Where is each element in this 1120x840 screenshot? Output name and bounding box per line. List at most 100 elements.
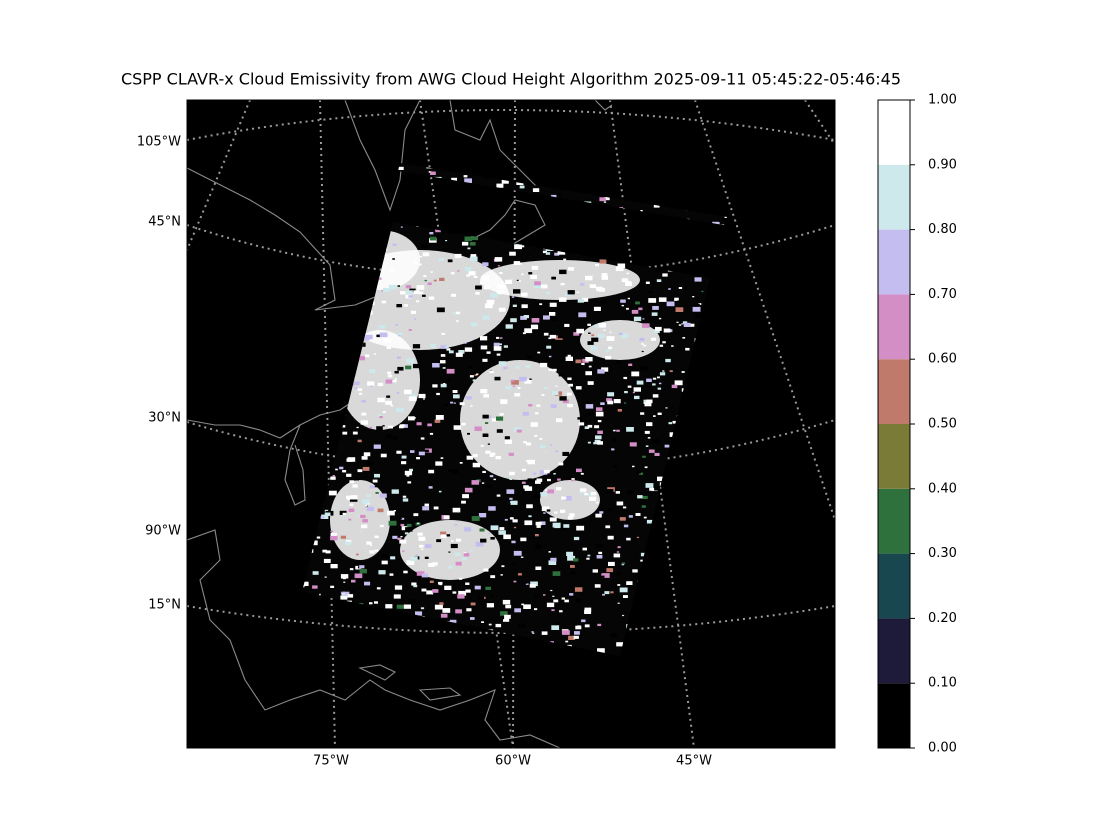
pixel [535,303,541,307]
pixel [597,420,602,423]
colorbar-tick-label: 0.80 [928,222,957,237]
colorbar-tick-label: 0.60 [928,352,957,367]
pixel [518,280,521,282]
pixel [377,508,384,513]
pixel [640,366,648,371]
pixel [353,377,357,379]
pixel [509,471,515,476]
pixel [518,573,522,576]
pixel [563,524,570,528]
pixel [496,336,500,339]
pixel [416,300,420,303]
pixel [569,593,574,596]
pixel [364,581,371,586]
pixel [500,400,507,405]
pixel [523,441,527,444]
pixel [559,526,567,531]
pixel [601,275,608,280]
colorbar-tick-label: 0.00 [928,741,957,756]
pixel [421,244,428,248]
pixel [514,244,522,250]
pixel [402,550,405,552]
pixel [604,197,610,201]
pixel [482,414,489,419]
pixel [361,456,368,460]
pixel [344,541,351,546]
pixel [499,343,502,346]
pixel [393,436,398,440]
pixel [350,495,358,500]
pixel [544,489,548,491]
pixel [342,431,348,435]
pixel [449,619,457,624]
pixel [480,538,487,543]
pixel [470,617,475,620]
pixel [621,203,624,205]
pixel [385,400,392,405]
pixel [423,275,427,278]
pixel [455,311,461,315]
pixel [552,571,561,576]
pixel [420,437,425,440]
pixel [532,188,540,192]
pixel [486,603,494,608]
pixel [428,469,435,474]
pixel [528,272,533,275]
pixel [422,398,425,400]
pixel [479,528,485,532]
pixel [579,488,587,493]
pixel [642,455,646,458]
pixel [499,272,503,274]
pixel [421,588,427,592]
pixel [557,335,564,339]
pixel [488,506,496,511]
pixel [543,594,546,596]
pixel [443,383,446,385]
lat-label: 105°W [137,135,181,150]
pixel [396,604,404,609]
pixel [413,513,419,517]
cloud [400,520,500,580]
pixel [573,635,579,639]
pixel [481,482,485,484]
pixel [448,565,453,569]
pixel [427,594,432,598]
pixel [535,521,542,526]
pixel [606,489,614,494]
pixel [376,587,381,590]
pixel [641,505,646,508]
pixel [516,279,519,281]
pixel [561,496,567,500]
pixel [480,345,488,350]
pixel [541,394,545,396]
pixel [434,604,443,610]
pixel [621,278,628,283]
pixel [558,462,564,466]
pixel [539,521,546,525]
pixel [501,565,505,568]
pixel [387,374,393,378]
pixel [586,401,591,404]
pixel [420,607,425,610]
pixel [510,500,518,505]
pixel [400,226,403,228]
pixel [402,495,407,498]
pixel [561,597,565,600]
pixel [429,432,434,435]
pixel [405,365,412,370]
pixel [379,332,388,338]
pixel [389,284,397,290]
pixel [335,468,338,471]
pixel [653,329,660,334]
pixel [659,372,666,376]
pixel [394,378,398,380]
pixel [330,530,334,533]
pixel [352,431,358,435]
pixel [480,281,484,284]
pixel [413,290,420,294]
pixel [550,557,557,562]
pixel [616,551,620,553]
pixel [475,285,482,290]
pixel [362,466,370,471]
pixel [525,442,531,446]
